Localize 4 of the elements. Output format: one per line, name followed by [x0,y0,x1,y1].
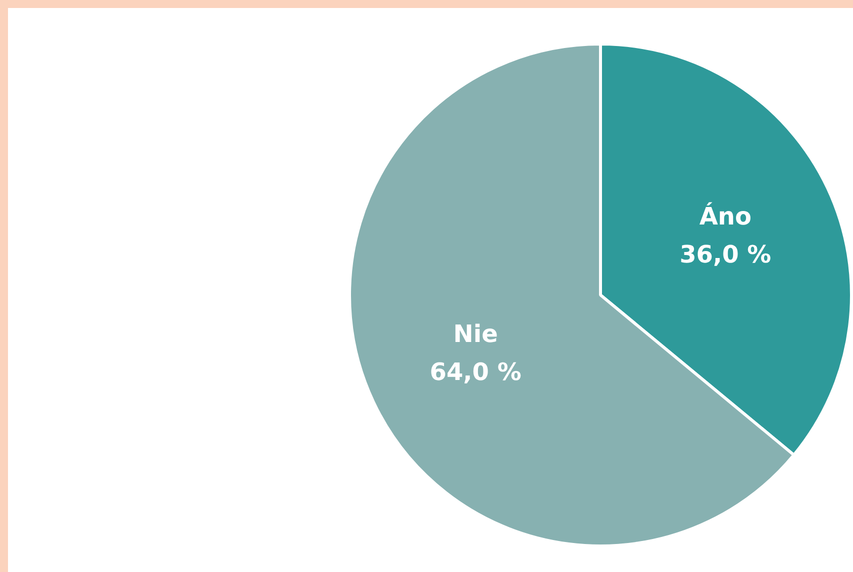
data-label: 36,0 % [680,240,772,268]
data-label: 64,0 % [430,358,522,386]
slice-label: Nie [453,320,498,348]
slice-label: Áno [699,201,752,230]
